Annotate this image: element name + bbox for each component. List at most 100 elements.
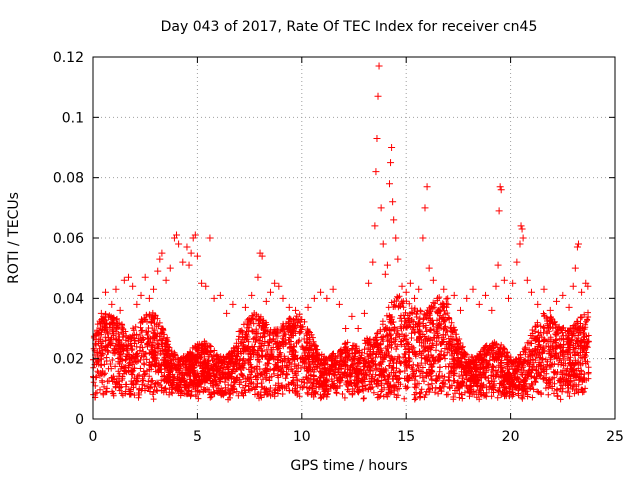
data-point: [156, 255, 164, 263]
data-point: [450, 291, 458, 299]
data-point: [425, 264, 433, 272]
data-point: [516, 240, 524, 248]
data-point: [323, 294, 331, 302]
data-point: [527, 288, 535, 296]
data-point: [402, 288, 410, 296]
x-tick-label: 25: [606, 429, 624, 445]
data-point: [495, 207, 503, 215]
data-point: [158, 249, 166, 257]
data-points: [93, 62, 592, 357]
data-point: [120, 276, 128, 284]
data-point: [492, 282, 500, 290]
data-point: [223, 309, 231, 317]
data-point: [279, 294, 287, 302]
data-point: [584, 282, 592, 290]
data-point: [497, 186, 505, 194]
x-tick-label: 0: [89, 429, 98, 445]
x-axis-label: GPS time / hours: [290, 458, 407, 474]
data-point: [505, 294, 513, 302]
data-point: [523, 276, 531, 284]
data-point: [482, 291, 490, 299]
data-point: [108, 300, 116, 308]
y-axis-label: ROTI / TECUs: [6, 192, 22, 284]
data-point: [116, 306, 124, 314]
y-tick-label: 0.12: [53, 50, 84, 66]
data-point: [415, 285, 423, 293]
data-point: [496, 183, 504, 191]
data-point: [173, 231, 181, 239]
data-point: [434, 294, 442, 302]
data-point: [187, 249, 195, 257]
data-point: [365, 279, 373, 287]
data-point: [429, 276, 437, 284]
data-point: [102, 288, 110, 296]
data-point: [383, 261, 391, 269]
data-point: [540, 285, 548, 293]
data-point: [379, 240, 387, 248]
data-point: [574, 240, 582, 248]
data-point: [342, 325, 350, 332]
data-point: [519, 234, 527, 242]
data-point: [210, 294, 218, 302]
data-point: [517, 222, 525, 230]
data-point: [179, 258, 187, 266]
data-point: [360, 309, 368, 317]
data-point: [374, 92, 382, 100]
grid-lines: [93, 57, 615, 419]
data-point: [469, 285, 477, 293]
data-point: [559, 291, 567, 299]
data-point: [518, 225, 526, 233]
data-point: [509, 279, 517, 287]
data-point: [124, 273, 132, 281]
data-point: [390, 216, 398, 224]
data-point: [175, 240, 183, 248]
data-point: [421, 204, 429, 212]
y-tick-label: 0.02: [53, 352, 84, 368]
data-point: [513, 258, 521, 266]
data-point: [389, 198, 397, 206]
data-point: [145, 294, 153, 302]
data-point: [578, 288, 586, 296]
data-point: [377, 204, 385, 212]
data-point: [335, 300, 343, 308]
data-point: [93, 349, 101, 357]
data-point: [206, 234, 214, 242]
y-tick-label: 0.06: [53, 231, 84, 247]
data-point: [162, 276, 170, 284]
x-tick-label: 15: [397, 429, 415, 445]
chart-title: Day 043 of 2017, Rate Of TEC Index for r…: [161, 19, 538, 35]
data-point: [573, 243, 581, 251]
data-point: [456, 306, 464, 314]
data-point: [423, 183, 431, 191]
data-point: [154, 267, 162, 275]
data-point: [317, 288, 325, 296]
data-point: [394, 255, 402, 263]
data-point: [373, 134, 381, 142]
y-tick-label: 0.1: [62, 110, 84, 126]
data-point: [419, 234, 427, 242]
data-point: [494, 261, 502, 269]
data-point: [150, 285, 158, 293]
x-tick-labels: 0 5 10 15 20 25: [89, 429, 624, 445]
x-tick-label: 5: [193, 429, 202, 445]
data-point: [241, 303, 249, 311]
data-point: [565, 303, 573, 311]
data-point: [275, 282, 283, 290]
data-point: [258, 252, 266, 260]
data-point: [216, 291, 224, 299]
x-tick-label: 10: [293, 429, 311, 445]
data-point: [191, 231, 199, 239]
data-point: [304, 303, 312, 311]
axis-ticks: [92, 56, 616, 420]
data-point: [202, 282, 210, 290]
data-point: [185, 261, 193, 269]
noise-band-markers: [90, 293, 592, 403]
data-point: [329, 285, 337, 293]
y-tick-labels: 0 0.02 0.04 0.06 0.08 0.1 0.12: [53, 50, 84, 428]
data-point: [292, 306, 300, 314]
data-point: [411, 294, 419, 302]
data-point: [387, 159, 395, 167]
data-point: [129, 282, 137, 290]
data-point: [463, 294, 471, 302]
data-point: [193, 252, 201, 260]
